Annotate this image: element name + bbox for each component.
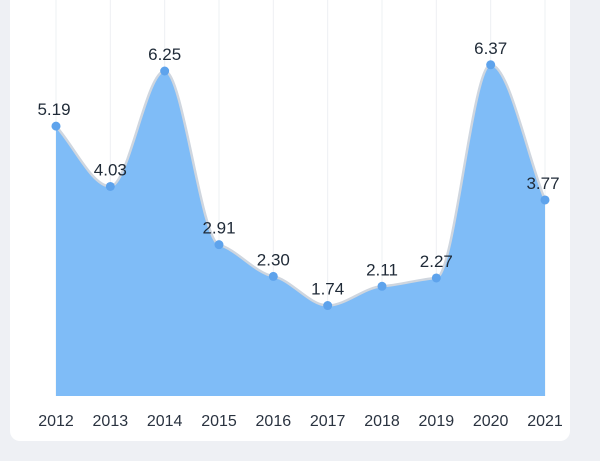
x-axis-ticks: 2012 2013 2014 2015 2016 2017 2018 2019 2020 2021	[38, 413, 563, 430]
data-label-2012: 5.19	[37, 100, 70, 119]
data-label-2020: 6.37	[474, 39, 507, 58]
x-tick-label-2020: 2020	[473, 413, 509, 430]
x-tick-label-2015: 2015	[201, 413, 237, 430]
data-label-2015: 2.91	[202, 219, 235, 238]
data-point-2019[interactable]	[431, 273, 441, 283]
data-point-2021[interactable]	[540, 195, 550, 205]
data-point-2015[interactable]	[214, 240, 224, 250]
data-point-2016[interactable]	[268, 271, 278, 281]
data-point-2018[interactable]	[377, 281, 387, 291]
data-point-2017[interactable]	[323, 301, 333, 311]
data-label-2019: 2.27	[420, 252, 453, 271]
x-tick-label-2013: 2013	[93, 413, 129, 430]
data-label-2016: 2.30	[257, 250, 290, 269]
data-point-2020[interactable]	[486, 60, 496, 70]
data-points	[51, 60, 550, 311]
x-tick-label-2017: 2017	[310, 413, 346, 430]
x-tick-label-2014: 2014	[147, 413, 183, 430]
data-label-2014: 6.25	[148, 45, 181, 64]
data-point-2014[interactable]	[160, 66, 170, 76]
x-tick-label-2018: 2018	[364, 413, 400, 430]
x-tick-label-2016: 2016	[256, 413, 292, 430]
data-labels: 5.19 4.03 6.25 2.91 2.30 1.74 2.11 2.27 6.37 3.77	[37, 39, 559, 299]
x-tick-label-2021: 2021	[527, 413, 563, 430]
data-label-2017: 1.74	[311, 280, 344, 299]
data-point-2012[interactable]	[51, 121, 61, 131]
data-label-2021: 3.77	[526, 174, 559, 193]
x-tick-label-2019: 2019	[419, 413, 455, 430]
data-label-2018: 2.11	[366, 260, 398, 279]
x-tick-label-2012: 2012	[38, 413, 74, 430]
data-point-2013[interactable]	[105, 181, 115, 191]
data-label-2013: 4.03	[94, 160, 127, 179]
series-line	[55, 63, 547, 307]
area-fill	[56, 64, 545, 396]
